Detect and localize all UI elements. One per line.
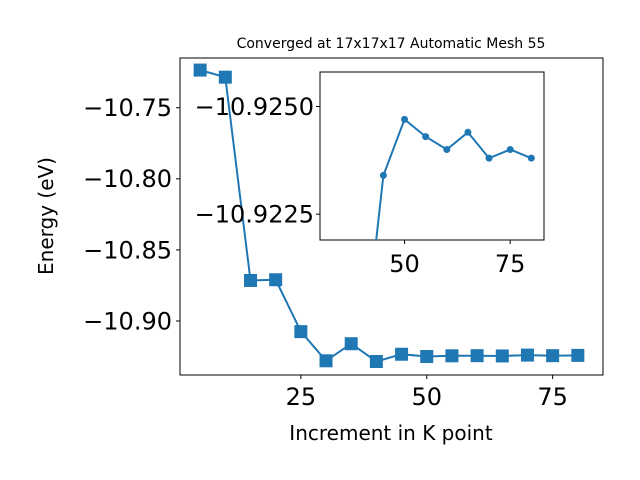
inset-data-point xyxy=(401,115,409,123)
main-data-point xyxy=(269,273,283,287)
main-y-tick-label: −10.90 xyxy=(83,307,172,335)
main-y-tick-label: −10.80 xyxy=(83,165,172,193)
main-data-point xyxy=(495,349,509,363)
main-data-point xyxy=(319,354,333,368)
inset-data-point xyxy=(443,146,451,154)
main-series-0 xyxy=(193,63,585,368)
main-data-point xyxy=(520,348,534,362)
main-data-point xyxy=(571,348,585,362)
inset-y-tick-label: −10.9250 xyxy=(195,93,314,121)
inset-data-point xyxy=(464,128,472,136)
inset-y-tick-label: −10.9225 xyxy=(195,201,314,229)
main-data-point xyxy=(244,273,257,287)
inset-data-point xyxy=(485,154,493,162)
inset-data-point xyxy=(506,146,514,154)
chart-title: Converged at 17x17x17 Automatic Mesh 55 xyxy=(237,36,546,52)
main-y-tick-label: −10.75 xyxy=(83,94,172,122)
main-data-point xyxy=(470,349,484,363)
inset-series-0 xyxy=(375,115,535,240)
inset-plot: 50 75 −10.9250 −10.9225 xyxy=(195,71,545,278)
inset-data-point xyxy=(422,133,430,141)
inset-data-point xyxy=(527,154,535,162)
main-x-tick-label: 50 xyxy=(411,383,442,411)
main-y-tick-label: −10.85 xyxy=(83,236,172,264)
main-data-point xyxy=(218,70,232,84)
main-data-point xyxy=(546,349,560,363)
main-data-point xyxy=(344,337,358,351)
inset-frame xyxy=(319,71,545,241)
main-data-point xyxy=(395,347,409,361)
main-data-point xyxy=(294,325,308,339)
inset-x-tick-label: 75 xyxy=(495,250,526,278)
main-x-tick-label: 25 xyxy=(286,383,317,411)
inset-data-point xyxy=(379,171,387,179)
main-data-point xyxy=(369,354,383,368)
x-axis-title: Increment in K point xyxy=(289,421,493,445)
main-x-tick-label: 75 xyxy=(537,383,568,411)
main-data-point xyxy=(193,63,207,77)
y-axis-title: Energy (eV) xyxy=(34,157,58,275)
main-data-point xyxy=(420,350,434,364)
inset-x-tick-label: 50 xyxy=(389,250,420,278)
main-series-line xyxy=(199,69,578,363)
main-data-point xyxy=(445,349,459,363)
